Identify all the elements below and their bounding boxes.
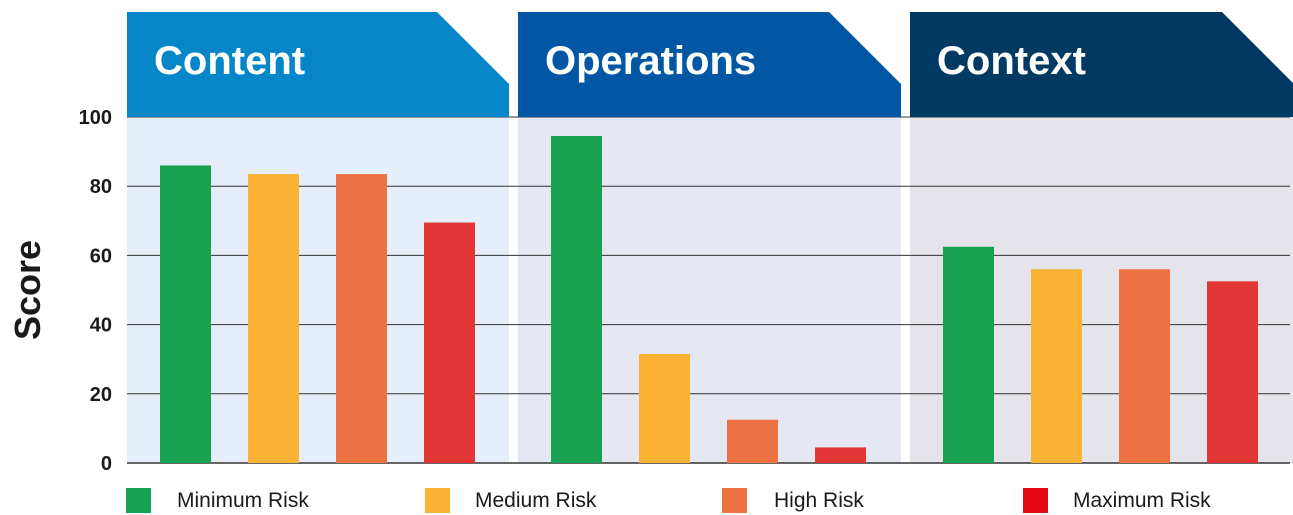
legend-swatch-maximum-risk — [1023, 488, 1048, 513]
legend-label-high-risk: High Risk — [774, 489, 864, 512]
group-title-context: Context — [937, 39, 1086, 83]
y-axis-ticks: 0 20 40 60 80 100 — [79, 107, 112, 475]
bar-operations-medium-risk — [639, 354, 690, 463]
bar-content-high-risk — [336, 174, 387, 463]
bar-operations-minimum-risk — [551, 136, 602, 463]
y-tick-label-40: 40 — [90, 315, 112, 337]
y-tick-label-20: 20 — [90, 384, 112, 406]
bar-operations-high-risk — [727, 420, 778, 463]
group-title-operations: Operations — [545, 39, 756, 83]
legend-label-medium-risk: Medium Risk — [475, 489, 597, 512]
legend-swatch-medium-risk — [425, 488, 450, 513]
bar-operations-maximum-risk — [815, 447, 866, 463]
legend-swatch-minimum-risk — [126, 488, 151, 513]
bar-content-minimum-risk — [160, 165, 211, 463]
y-tick-label-100: 100 — [79, 107, 112, 129]
legend-label-maximum-risk: Maximum Risk — [1073, 489, 1211, 512]
y-tick-label-60: 60 — [90, 245, 112, 267]
legend-label-minimum-risk: Minimum Risk — [177, 489, 309, 512]
y-axis-label: Score — [7, 240, 48, 340]
group-title-content: Content — [154, 39, 305, 83]
legend: Minimum Risk Medium Risk High Risk Maximum … — [126, 488, 1211, 513]
bar-context-minimum-risk — [943, 247, 994, 463]
y-tick-label-0: 0 — [101, 453, 112, 475]
bar-content-medium-risk — [248, 174, 299, 463]
bar-context-maximum-risk — [1207, 281, 1258, 463]
bar-context-high-risk — [1119, 269, 1170, 463]
bar-context-medium-risk — [1031, 269, 1082, 463]
group-headers: Content Operations Context — [127, 12, 1293, 117]
bar-content-maximum-risk — [424, 223, 475, 463]
y-tick-label-80: 80 — [90, 176, 112, 198]
group-panels — [127, 117, 1293, 463]
legend-swatch-high-risk — [722, 488, 747, 513]
